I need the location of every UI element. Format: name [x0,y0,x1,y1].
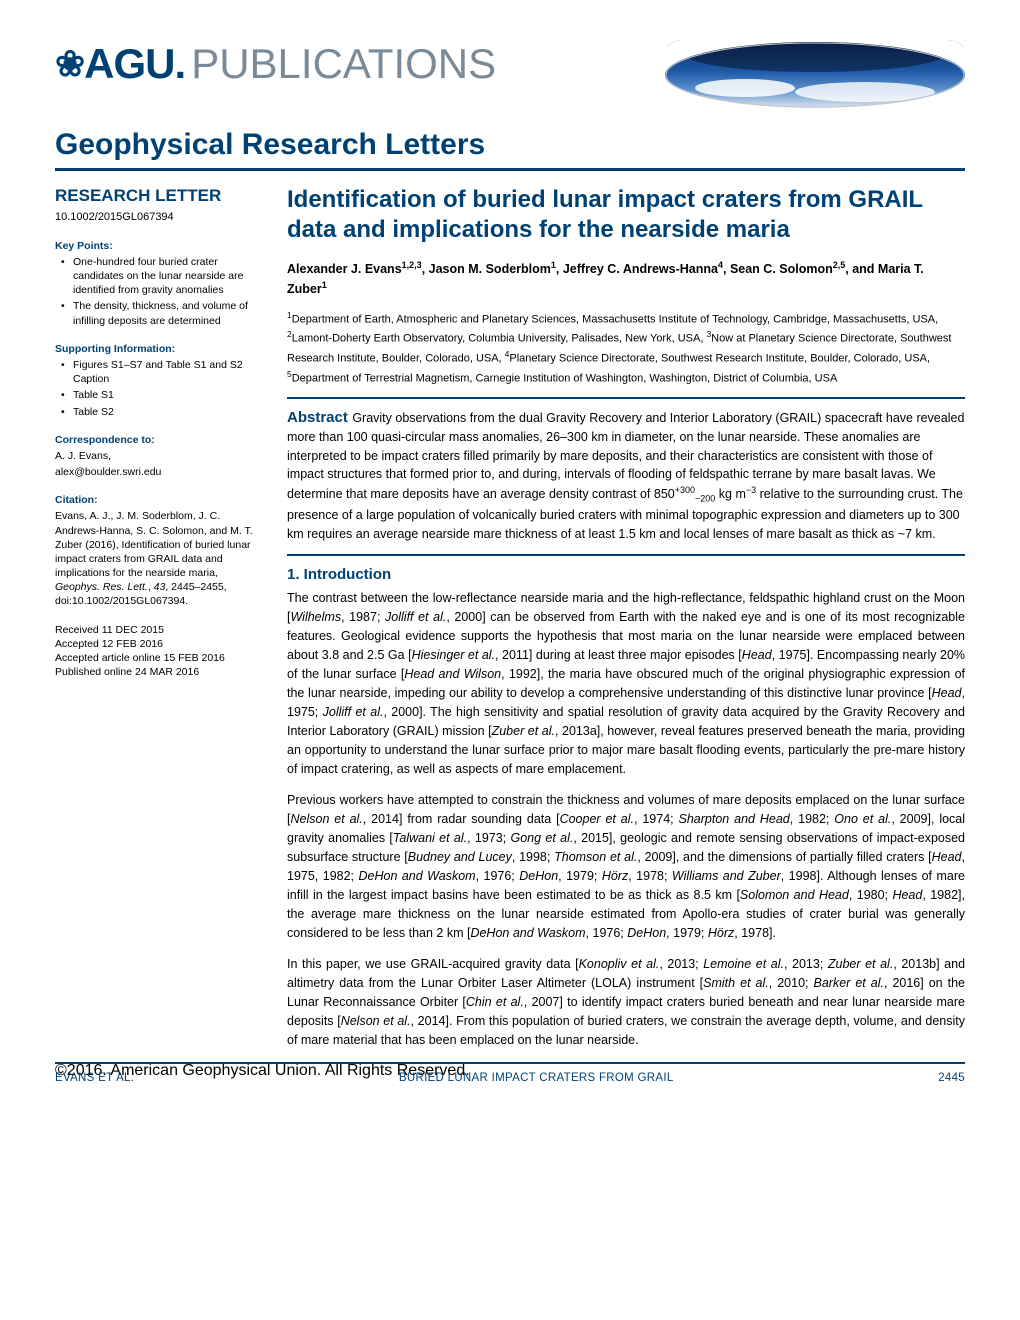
agu-mark-text: AGU [84,40,174,87]
correspondence-head: Correspondence to: [55,433,265,447]
publications-text: PUBLICATIONS [191,40,496,88]
date-published: Published online 24 MAR 2016 [55,665,265,679]
abstract-label: Abstract [287,409,348,426]
body-paragraph: In this paper, we use GRAIL-acquired gra… [287,955,965,1050]
dates-block: Received 11 DEC 2015 Accepted 12 FEB 201… [55,623,265,680]
footer-authors: EVANS ET AL. [55,1072,134,1084]
footer-page-number: 2445 [938,1072,965,1084]
divider [287,397,965,399]
supporting-item: Figures S1–S7 and Table S1 and S2 Captio… [65,358,265,386]
footer-running-title: BURIED LUNAR IMPACT CRATERS FROM GRAIL [399,1072,674,1084]
journal-title: Geophysical Research Letters [55,128,965,162]
divider [55,168,965,171]
key-point: The density, thickness, and volume of in… [65,299,265,327]
article-title: Identification of buried lunar impact cr… [287,185,965,245]
body-paragraph: The contrast between the low-reflectance… [287,589,965,779]
date-accepted: Accepted 12 FEB 2016 [55,637,265,651]
date-online: Accepted article online 15 FEB 2016 [55,651,265,665]
authors: Alexander J. Evans1,2,3, Jason M. Soderb… [287,259,965,299]
correspondence-name: A. J. Evans, [55,449,265,463]
citation-text: Evans, A. J., J. M. Soderblom, J. C. And… [55,509,265,608]
supporting-item: Table S2 [65,405,265,419]
key-point: One-hundred four buried crater candidate… [65,255,265,298]
key-points-head: Key Points: [55,239,265,253]
body-paragraph: Previous workers have attempted to const… [287,791,965,943]
key-points-list: One-hundred four buried crater candidate… [55,255,265,328]
publisher-logo: ❀AGU. PUBLICATIONS [55,40,496,88]
supporting-head: Supporting Information: [55,342,265,356]
affiliations: 1Department of Earth, Atmospheric and Pl… [287,309,965,387]
globe-graphic [665,40,965,110]
supporting-list: Figures S1–S7 and Table S1 and S2 Captio… [55,358,265,419]
correspondence-email: alex@boulder.swri.edu [55,465,265,479]
article-type: RESEARCH LETTER [55,185,265,208]
page-footer: EVANS ET AL. BURIED LUNAR IMPACT CRATERS… [55,1062,965,1084]
doi: 10.1002/2015GL067394 [55,210,265,225]
citation-head: Citation: [55,493,265,507]
section-heading: 1. Introduction [287,566,965,583]
divider [287,554,965,556]
supporting-item: Table S1 [65,388,265,402]
abstract-text: Gravity observations from the dual Gravi… [287,411,964,541]
date-received: Received 11 DEC 2015 [55,623,265,637]
